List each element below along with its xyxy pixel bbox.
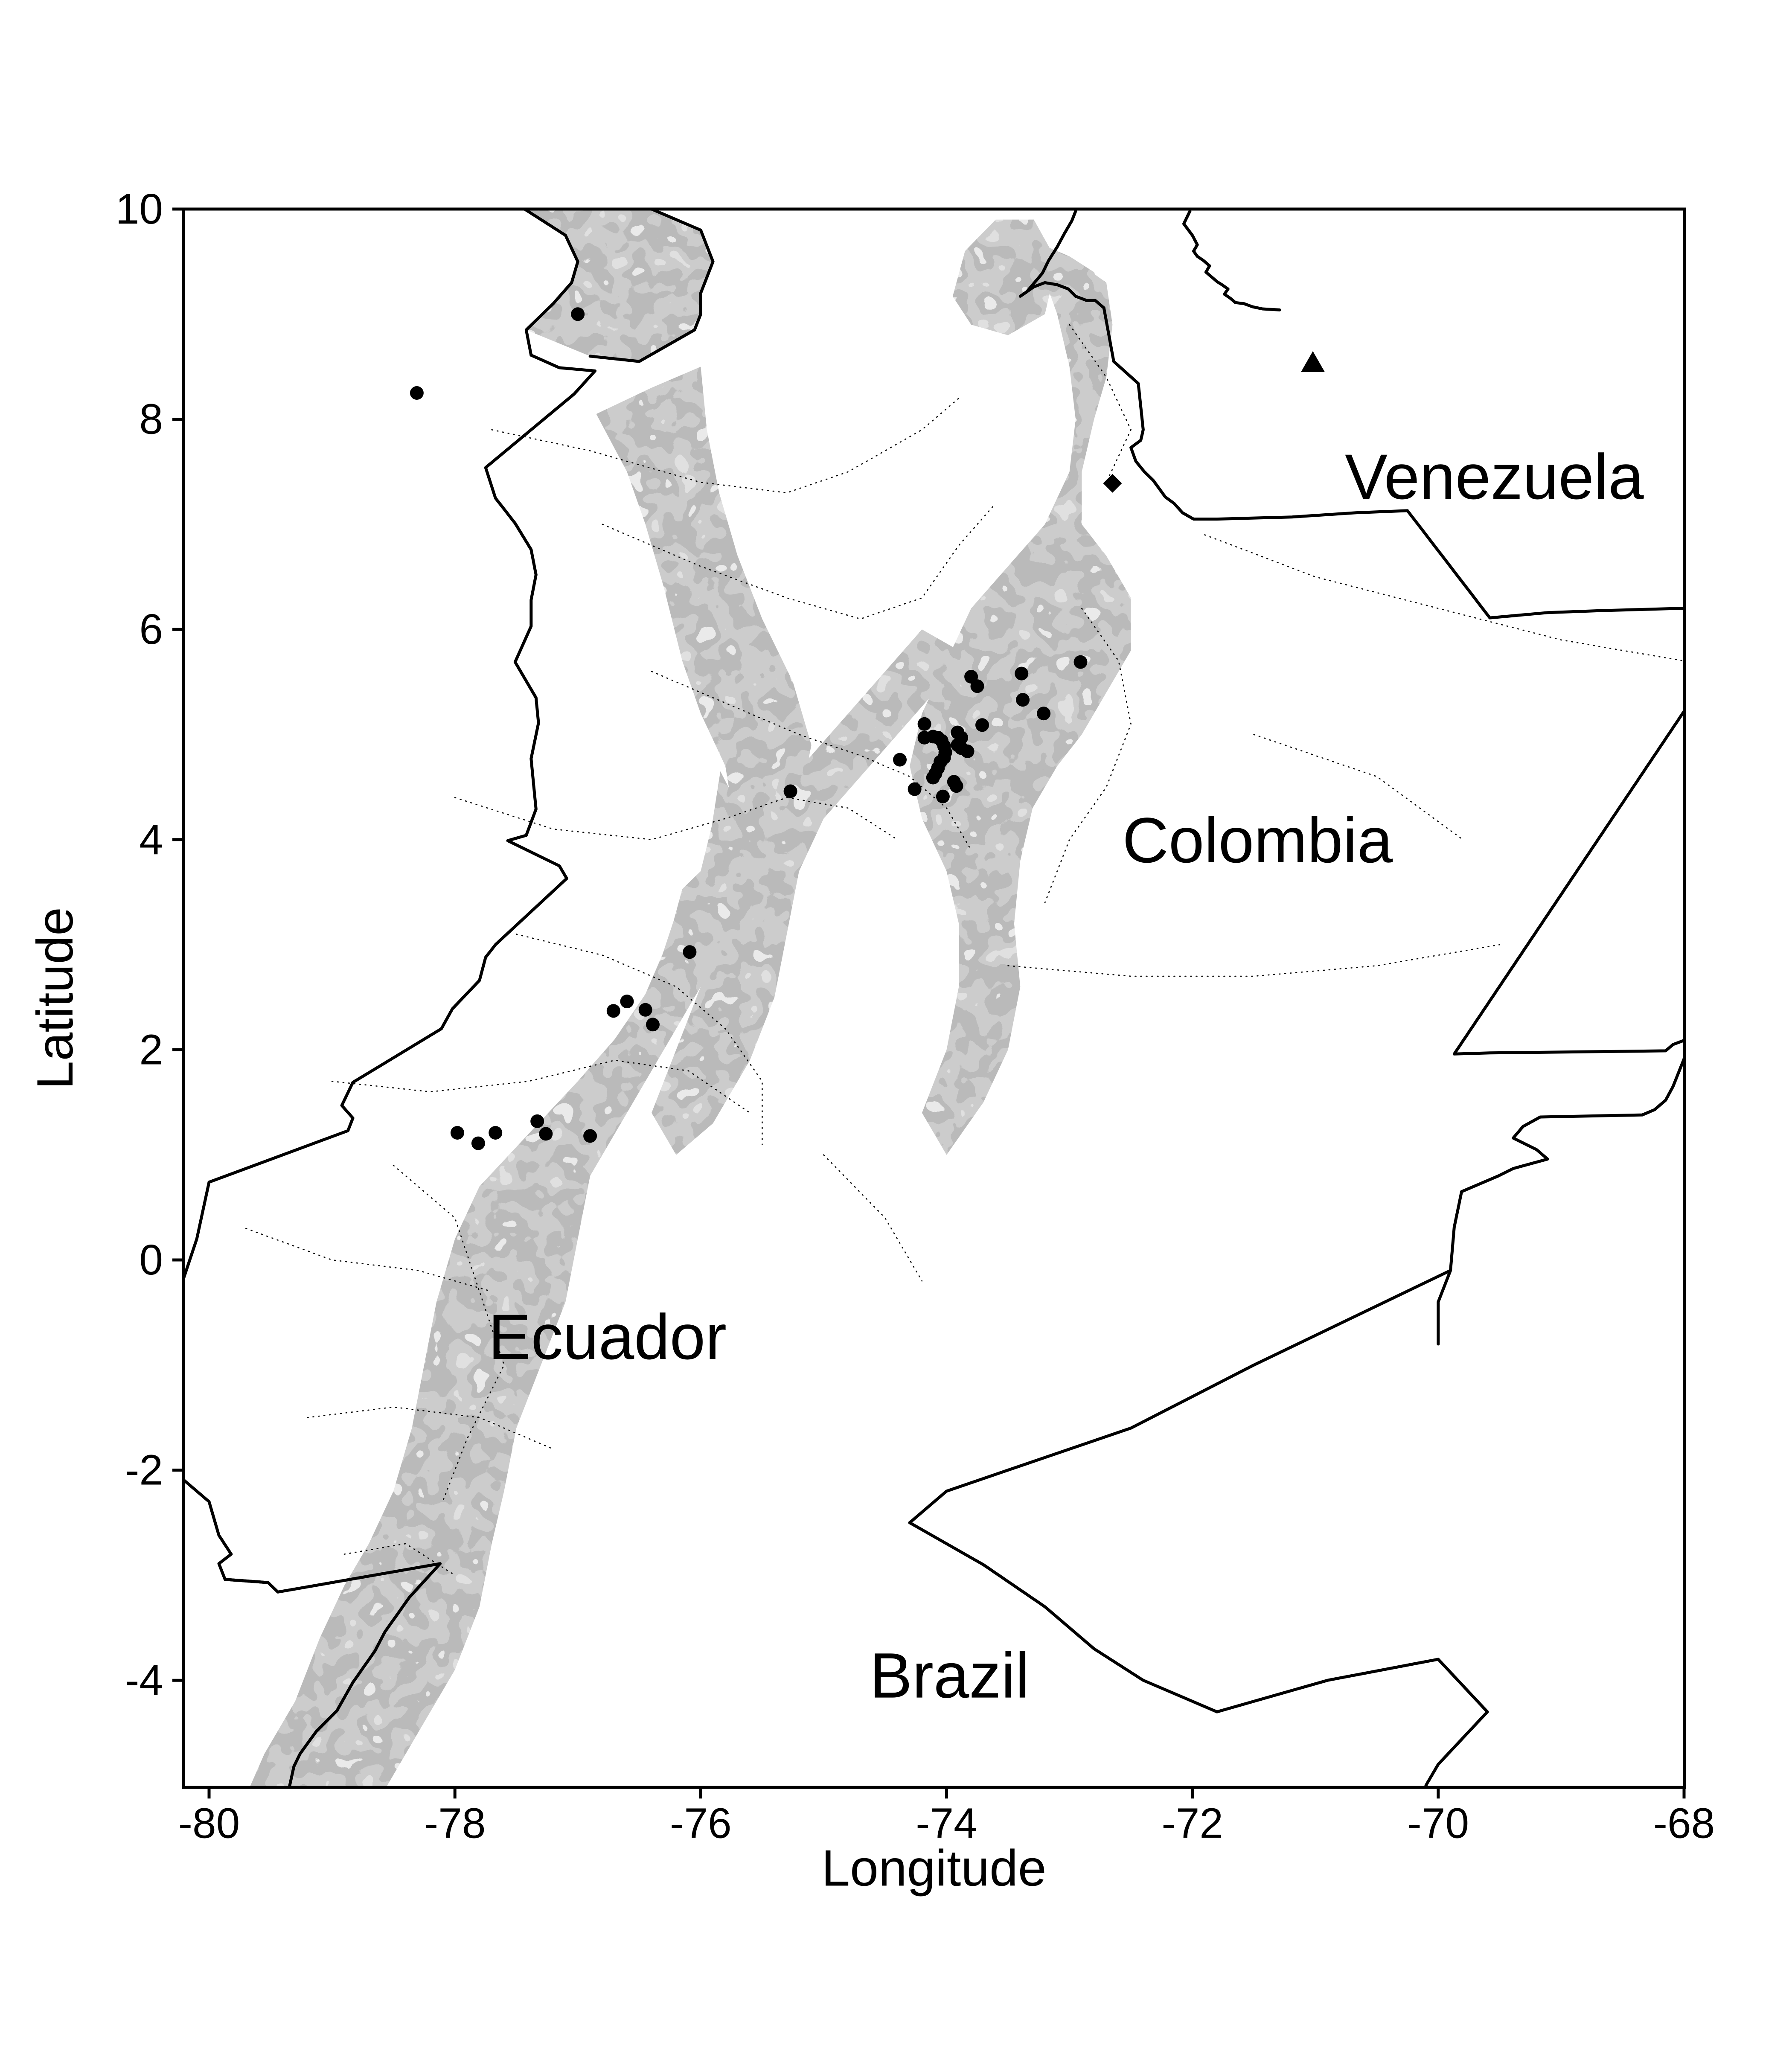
svg-text:Venezuela: Venezuela	[1345, 441, 1644, 512]
svg-text:-2: -2	[125, 1446, 163, 1494]
svg-text:10: 10	[116, 185, 163, 233]
svg-text:-80: -80	[178, 1799, 240, 1847]
svg-text:6: 6	[139, 605, 163, 653]
svg-text:Latitude: Latitude	[26, 907, 84, 1089]
svg-text:4: 4	[139, 816, 163, 864]
svg-text:-68: -68	[1653, 1799, 1715, 1847]
svg-text:-72: -72	[1161, 1799, 1223, 1847]
svg-text:0: 0	[139, 1236, 163, 1284]
svg-text:2: 2	[139, 1026, 163, 1073]
svg-text:-70: -70	[1408, 1799, 1469, 1847]
svg-text:Ecuador: Ecuador	[488, 1301, 727, 1373]
svg-text:Longitude: Longitude	[821, 1839, 1046, 1897]
svg-text:-4: -4	[125, 1656, 163, 1704]
svg-text:Brazil: Brazil	[870, 1640, 1030, 1711]
svg-text:Colombia: Colombia	[1123, 804, 1393, 876]
svg-text:-76: -76	[670, 1799, 732, 1847]
svg-text:-78: -78	[424, 1799, 486, 1847]
svg-text:8: 8	[139, 396, 163, 443]
